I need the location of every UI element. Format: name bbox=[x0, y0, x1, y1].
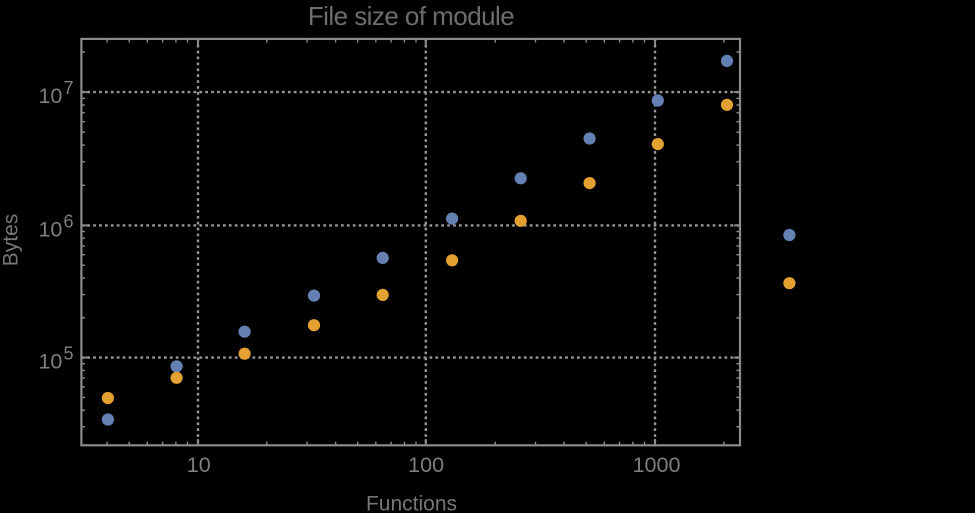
svg-text:File size of module: File size of module bbox=[308, 1, 514, 31]
svg-text:1000: 1000 bbox=[633, 453, 681, 477]
svg-text:Functions: Functions bbox=[366, 493, 457, 513]
svg-text:10: 10 bbox=[38, 350, 62, 374]
svg-text:10: 10 bbox=[187, 453, 211, 477]
svg-text:100: 100 bbox=[408, 453, 444, 477]
svg-text:5: 5 bbox=[64, 344, 74, 364]
svg-text:10: 10 bbox=[38, 84, 62, 108]
svg-text:Bytes: Bytes bbox=[0, 214, 23, 267]
svg-text:7: 7 bbox=[64, 78, 74, 98]
svg-text:10: 10 bbox=[38, 217, 62, 241]
svg-text:6: 6 bbox=[64, 211, 74, 231]
